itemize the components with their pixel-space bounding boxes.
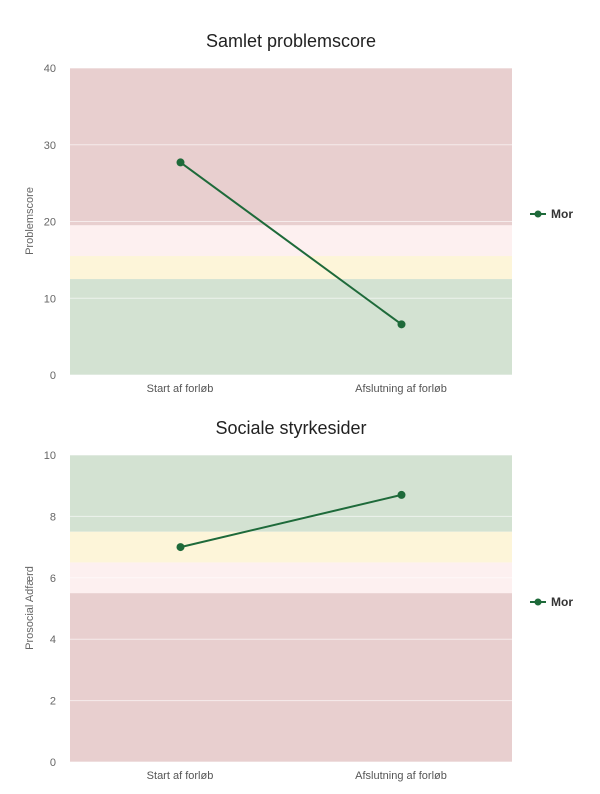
plot-band [70,531,512,563]
chart-title: Sociale styrkesider [215,418,366,438]
y-tick-label: 40 [44,63,56,75]
series-line [180,493,402,549]
plot-band [70,455,512,532]
x-tick-label: Start af forløb [147,770,214,782]
data-point[interactable] [176,543,185,552]
y-tick-label: 10 [44,450,56,462]
plot-band [70,225,512,257]
legend-marker-icon [534,210,542,218]
legend-label: Mor [551,207,573,221]
y-axis-label: Prosocial Adfærd [24,566,36,650]
x-tick-label: Start af forløb [147,383,214,395]
y-tick-label: 30 [44,140,56,152]
y-tick-label: 8 [50,511,56,523]
chart-2: Sociale styrkesider Prosocial Adfærd 0 2 4… [24,418,573,782]
series-line [179,161,403,326]
x-tick-label: Afslutning af forløb [355,770,447,782]
plot-area: 0 10 20 30 40 [44,63,512,382]
plot-band [70,68,512,226]
plot-area: 0 2 4 6 8 10 [44,450,512,769]
x-tick-label: Afslutning af forløb [355,383,447,395]
legend-item-mor[interactable]: Mor [530,207,573,221]
chart-1: Samlet problemscore Problemscore 0 10 20 30… [24,31,573,395]
y-tick-label: 6 [50,573,56,585]
legend-item-mor[interactable]: Mor [530,595,573,609]
y-tick-label: 2 [50,696,56,708]
plot-band [70,279,512,375]
y-tick-label: 0 [50,757,56,769]
y-tick-label: 10 [44,293,56,305]
data-point[interactable] [176,158,185,167]
y-tick-label: 0 [50,370,56,382]
y-axis-label: Problemscore [24,187,36,255]
y-tick-label: 4 [50,634,56,646]
data-point[interactable] [397,490,406,499]
plot-band [70,593,512,762]
y-tick-label: 20 [44,217,56,229]
plot-band [70,256,512,280]
legend-marker-icon [534,598,542,606]
legend-label: Mor [551,595,573,609]
chart-title: Samlet problemscore [206,31,376,51]
data-point[interactable] [397,320,406,329]
